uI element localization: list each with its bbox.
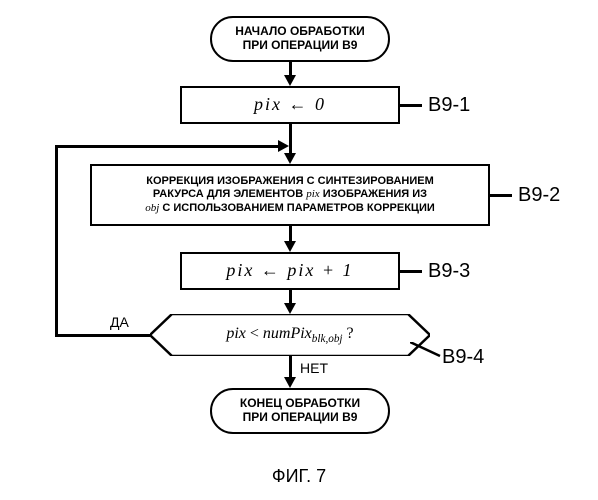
flowchart-canvas: НАЧАЛО ОБРАБОТКИ ПРИ ОПЕРАЦИИ B9 pix ← 0… [0,0,598,500]
edge-yes-top-horizontal [55,145,280,148]
process-b9-2: КОРРЕКЦИЯ ИЗОБРАЖЕНИЯ С СИНТЕЗИРОВАНИЕМ … [90,164,490,226]
process-b9-3-text: pix ← pix + 1 [226,260,353,282]
terminator-end-line1: КОНЕЦ ОБРАБОТКИ [240,397,360,411]
figure-caption: ФИГ. 7 [0,466,598,487]
step-label-b9-2: B9-2 [518,184,560,207]
terminator-start: НАЧАЛО ОБРАБОТКИ ПРИ ОПЕРАЦИИ B9 [210,16,390,62]
decision-text: pix < numPixblk,obj ? [150,325,430,345]
arrowhead [284,75,296,86]
label-tick-b9-3 [400,270,422,273]
process-b9-1: pix ← 0 [180,86,400,124]
no-label: НЕТ [300,360,328,376]
edge-yes-vertical [55,145,58,336]
edge-no-vertical [289,356,292,378]
process-b9-3: pix ← pix + 1 [180,252,400,290]
step-label-b9-3: B9-3 [428,260,470,283]
arrowhead-yes [278,140,289,152]
terminator-start-line2: ПРИ ОПЕРАЦИИ B9 [243,39,358,53]
terminator-end: КОНЕЦ ОБРАБОТКИ ПРИ ОПЕРАЦИИ B9 [210,388,390,434]
step-label-b9-1: B9-1 [428,94,470,117]
label-tick-b9-2 [490,194,512,197]
terminator-end-line2: ПРИ ОПЕРАЦИИ B9 [243,411,358,425]
arrowhead-no [284,377,296,388]
process-b9-1-text: pix ← 0 [254,94,326,116]
terminator-start-line1: НАЧАЛО ОБРАБОТКИ [235,25,365,39]
process-b9-2-line3: obj С ИСПОЛЬЗОВАНИЕМ ПАРАМЕТРОВ КОРРЕКЦИ… [145,202,435,215]
edge-yes-horizontal [55,334,150,337]
process-b9-2-line2: РАКУРСА ДЛЯ ЭЛЕМЕНТОВ pix ИЗОБРАЖЕНИЯ ИЗ [153,188,427,201]
edge-b91-to-b92 [289,124,292,154]
arrowhead [284,241,296,252]
process-b9-2-line1: КОРРЕКЦИЯ ИЗОБРАЖЕНИЯ С СИНТЕЗИРОВАНИЕМ [146,175,434,188]
arrowhead [284,153,296,164]
edge-b92-to-b93 [289,226,292,242]
step-label-b9-4: B9-4 [442,346,484,369]
decision-b9-4: pix < numPixblk,obj ? [150,314,430,356]
arrowhead [284,303,296,314]
label-tick-b9-1 [400,104,422,107]
yes-label: ДА [110,314,129,330]
